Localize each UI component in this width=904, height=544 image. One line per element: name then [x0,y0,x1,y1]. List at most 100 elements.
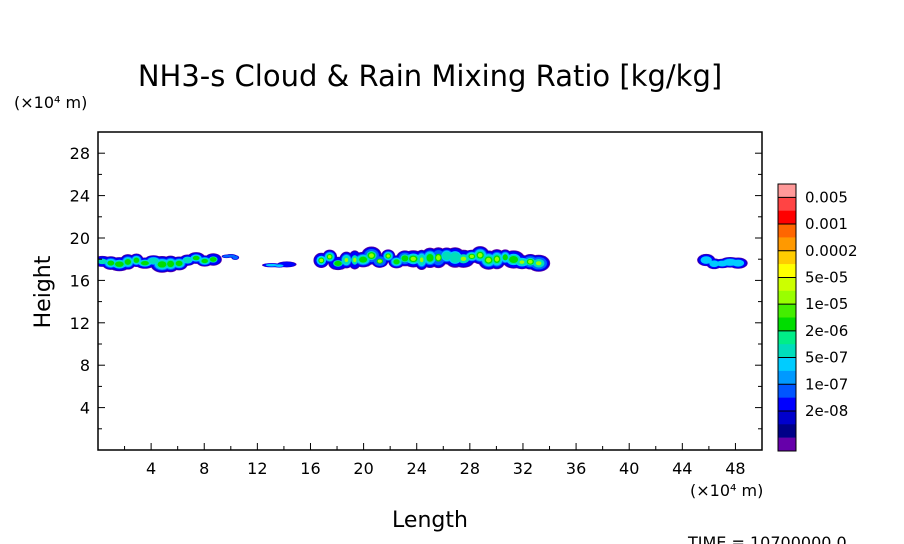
cloud-cell [157,261,167,268]
cloud-cell [494,256,500,262]
colorbar-swatch [778,304,796,318]
y-tick-label: 24 [70,187,90,206]
cloud-cell [528,259,533,264]
cloud-cell [401,255,409,262]
cloud-cell [201,258,208,264]
x-axis-label: Length [392,508,468,533]
plot-frame [97,131,763,451]
colorbar-swatch [778,357,796,372]
cloud-cell [115,261,124,267]
cloud-cell [442,251,452,261]
y-tick-label: 28 [70,144,90,163]
cloud-cell [426,253,434,262]
x-tick-label: 4 [146,459,156,478]
colorbar-label: 2e-06 [805,322,848,340]
x-tick-label: 32 [513,459,533,478]
cloud-cell [275,264,284,267]
cloud-cell [410,256,416,261]
colorbar-swatch [778,197,796,211]
cloud-cell [265,263,278,267]
cloud-cell [319,258,324,263]
cloud-cell [353,257,357,263]
cloud-cell [175,260,183,267]
y-tick-label: 16 [70,271,90,290]
cloud-cell [386,254,390,258]
x-tick-label: 8 [199,459,209,478]
colorbar-swatch [778,344,796,358]
cloud-cell [334,260,342,266]
colorbar-swatch [778,290,796,305]
colorbar-swatch [778,277,796,292]
cloud-cell [209,257,217,262]
x-tick-label: 20 [353,459,373,478]
x-tick-label: 28 [460,459,480,478]
colorbar-swatch [778,210,796,225]
cloud-cell [700,256,712,264]
colorbar-swatch [778,397,796,412]
x-tick-label: 48 [725,459,745,478]
colorbar-label: 5e-05 [805,268,848,286]
time-label: TIME = 10700000.0 [687,533,847,544]
colorbar-swatch [778,250,796,265]
y-tick-label: 20 [70,229,90,248]
x-tick-label: 36 [566,459,586,478]
cloud-cell [486,257,492,263]
colorbar-swatch [778,410,796,425]
cloud-cell [460,256,467,261]
cloud-cell [502,254,508,261]
cloud-cell [509,256,519,263]
y-axis-label: Height [31,255,56,328]
colorbar-swatch [778,184,796,198]
cloud-cell [449,252,461,263]
cloud-cell [124,258,132,265]
x-tick-label: 40 [619,459,639,478]
y-tick-label: 8 [80,356,90,375]
cloud-cell [436,255,441,261]
colorbar-swatch [778,224,796,238]
x-tick-label: 12 [247,459,267,478]
cloud-cell [469,254,474,259]
x-unit-label: (×10⁴ m) [690,481,763,500]
cloud-cell [369,253,374,258]
colorbar-swatch [778,424,796,438]
colorbar: 0.005 0.001 0.0002 5e-05 1e-05 2e-06 5e-07 1e-0… [777,183,858,452]
y-unit-label: (×10⁴ m) [14,93,87,112]
colorbar-label: 0.0002 [805,242,858,260]
cloud-cell [183,257,192,263]
cloud-cell [344,258,349,263]
y-tick-label: 12 [70,314,90,333]
cloud-cell [107,260,115,266]
cloud-cell [477,253,483,258]
cloud-cell [141,260,149,266]
cloud-cell [535,261,542,266]
cloud-cell [359,256,368,263]
cloud-cell [98,258,108,265]
colorbar-label: 5e-07 [805,349,848,367]
colorbar-swatch [778,370,796,385]
colorbar-swatch [778,237,796,252]
colorbar-label: 1e-07 [805,375,848,393]
cloud-cell [327,255,332,259]
cloud-field [98,246,748,273]
cloud-cell [232,255,239,260]
cloud-cell [192,255,200,261]
colorbar-label: 1e-05 [805,295,848,313]
x-tick-label: 44 [672,459,692,478]
colorbar-swatch [778,384,796,398]
colorbar-label: 0.001 [805,215,848,233]
colorbar-swatch [778,330,796,345]
cloud-cell [133,257,140,263]
y-tick-label: 4 [80,399,90,418]
colorbar-swatch [778,264,796,278]
colorbar-label: 0.005 [805,188,848,206]
chart-title: NH3-s Cloud & Rain Mixing Ratio [kg/kg] [138,59,722,93]
cloud-cell [148,258,159,264]
cloud-cell [377,259,382,263]
cloud-cell [732,259,745,267]
cloud-cell [419,257,424,263]
cloud-cell [393,259,400,265]
colorbar-swatch [778,437,796,452]
